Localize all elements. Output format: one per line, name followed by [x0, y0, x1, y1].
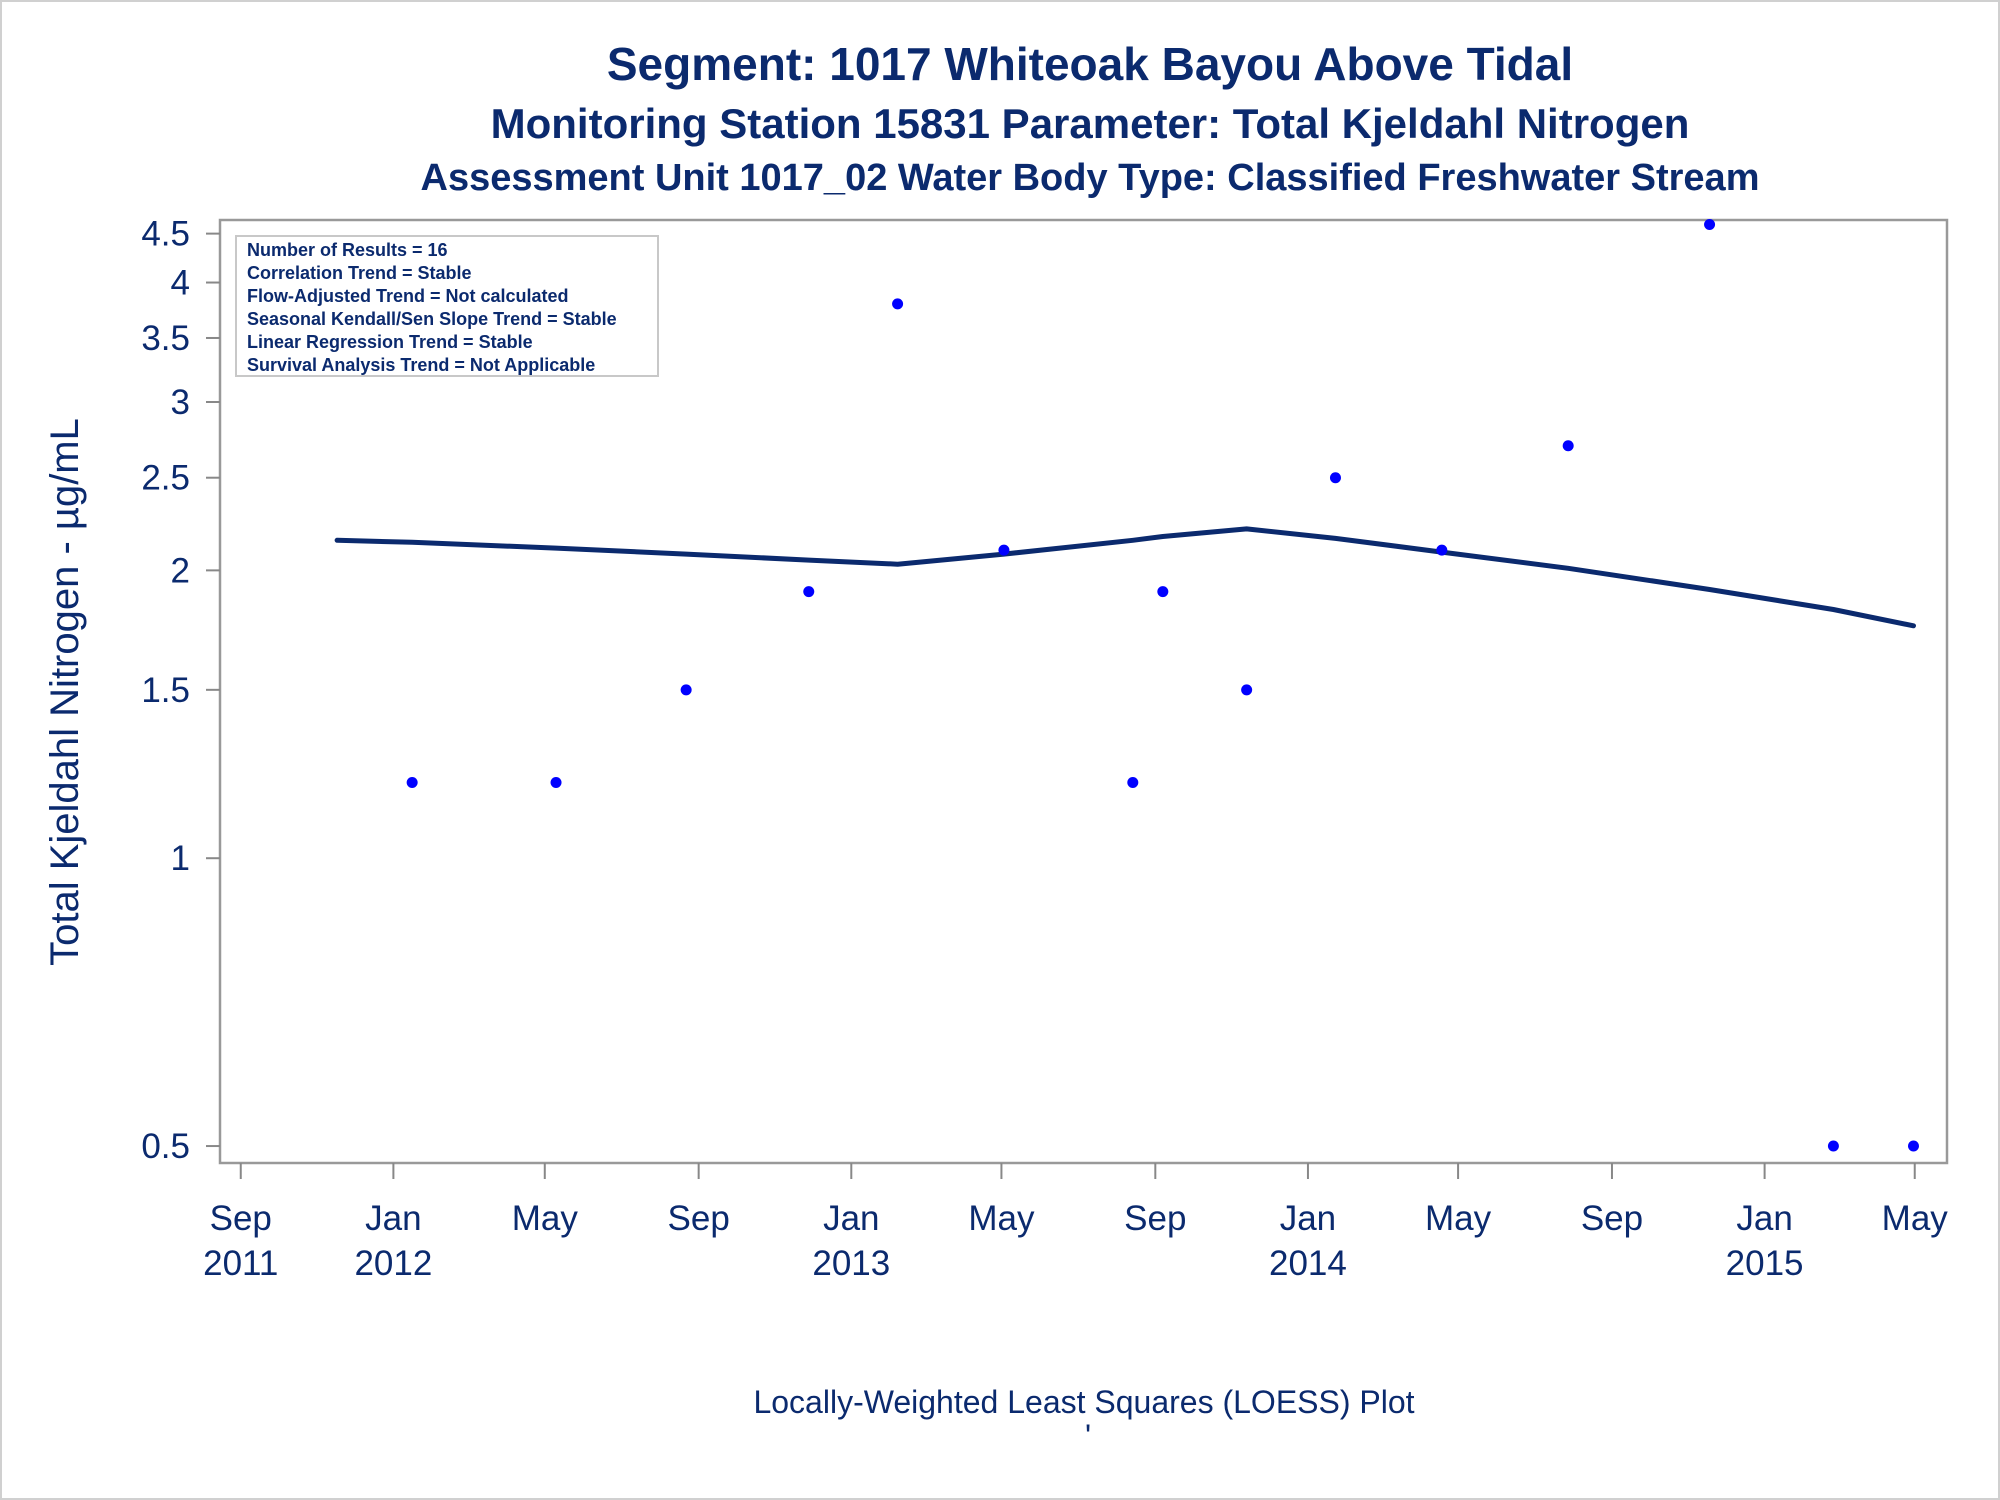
data-point [803, 586, 815, 598]
y-tick-label: 4.5 [141, 215, 190, 254]
x-tick-label: May [512, 1199, 579, 1238]
chart-subtitle: Monitoring Station 15831 Parameter: Tota… [491, 100, 1690, 147]
inset-line-correlation: Correlation Trend = Stable [247, 263, 472, 283]
x-tick-label: Sep [668, 1199, 730, 1238]
points-layer [331, 218, 1919, 1152]
data-point [680, 684, 692, 696]
y-tick-label: 1 [171, 839, 190, 878]
plot-area [218, 218, 1949, 1165]
inset-line-seasonal-kendall: Seasonal Kendall/Sen Slope Trend = Stabl… [247, 309, 617, 329]
inset-line-results: Number of Results = 16 [247, 240, 448, 260]
chart-title: Segment: 1017 Whiteoak Bayou Above Tidal [607, 38, 1573, 90]
data-point [998, 544, 1010, 556]
y-tick-label: 3.5 [141, 319, 190, 358]
x-tick-label: Jan [1280, 1199, 1336, 1238]
x-tick-label: May [1882, 1199, 1949, 1238]
y-tick-label: 0.5 [141, 1127, 190, 1166]
data-point [1704, 218, 1716, 230]
footnote-mark: ' [1085, 1418, 1091, 1454]
x-tick-year-label: 2015 [1726, 1244, 1804, 1283]
x-tick-label: Jan [1736, 1199, 1792, 1238]
data-point [1157, 586, 1169, 598]
data-point [1562, 440, 1574, 452]
data-point [1127, 776, 1139, 788]
y-axis: 0.5 1 1.5 2 2.5 3 3.5 4 4.5 [141, 215, 220, 1166]
y-tick-label: 2.5 [141, 459, 190, 498]
data-point [550, 776, 562, 788]
loess-layer [334, 526, 1916, 629]
y-tick-label: 4 [171, 264, 190, 303]
x-tick-year-label: 2014 [1269, 1244, 1347, 1283]
data-point [406, 776, 418, 788]
x-tick-label: May [968, 1199, 1035, 1238]
x-tick-label: Sep [1581, 1199, 1643, 1238]
y-tick-label: 3 [171, 383, 190, 422]
data-point [1436, 544, 1448, 556]
data-point [1827, 1140, 1839, 1152]
data-point [1329, 472, 1341, 484]
y-tick-label: 2 [171, 551, 190, 590]
x-tick-label: Jan [823, 1199, 879, 1238]
y-axis-label: Total Kjeldahl Nitrogen - µg/mL [43, 418, 87, 966]
inset-box [235, 235, 659, 377]
loess-line [334, 526, 1916, 629]
chart-subtitle-2: Assessment Unit 1017_02 Water Body Type:… [421, 157, 1760, 199]
inset-line-flow-adjusted: Flow-Adjusted Trend = Not calculated [247, 286, 569, 306]
x-tick-label: Sep [1124, 1199, 1186, 1238]
data-point [1241, 684, 1253, 696]
data-point [1907, 1140, 1919, 1152]
x-tick-label: Jan [365, 1199, 421, 1238]
x-tick-label: Sep [210, 1199, 272, 1238]
x-tick-year-label: 2012 [354, 1244, 432, 1283]
x-tick-label: May [1425, 1199, 1492, 1238]
y-tick-label: 1.5 [141, 671, 190, 710]
trend-summary-inset: Number of Results = 16 Correlation Trend… [235, 235, 659, 377]
footnote: Locally-Weighted Least Squares (LOESS) P… [753, 1384, 1414, 1420]
inset-line-survival-analysis: Survival Analysis Trend = Not Applicable [247, 355, 595, 375]
x-axis: Sep 2011 Jan 2012 May Sep Jan 2013 May Sep Jan 2014… [203, 1163, 1948, 1283]
inset-line-linear-regression: Linear Regression Trend = Stable [247, 332, 533, 352]
x-tick-year-label: 2013 [812, 1244, 890, 1283]
data-point [892, 298, 904, 310]
x-tick-year-label: 2011 [203, 1244, 278, 1283]
